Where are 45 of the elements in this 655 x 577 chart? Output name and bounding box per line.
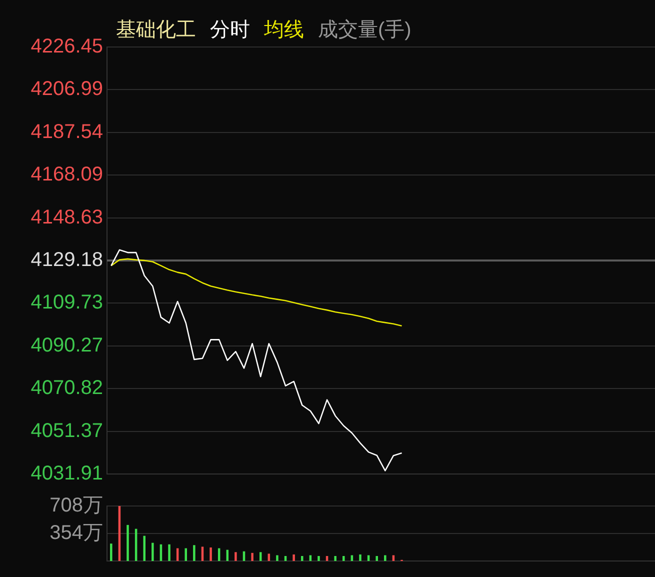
bar <box>218 548 220 561</box>
bar <box>392 555 395 561</box>
bar <box>234 552 237 561</box>
y-tick-label: 4168.09 <box>30 164 103 186</box>
bar <box>126 524 129 561</box>
text: 分时 <box>210 18 250 43</box>
y-tick-label: 4090.27 <box>30 334 103 356</box>
bar <box>300 556 304 561</box>
bar <box>268 554 270 561</box>
y-tick-label: 4206.99 <box>30 78 103 100</box>
y-tick-label: 4109.73 <box>30 292 103 314</box>
bar <box>143 536 146 561</box>
bar <box>350 555 354 561</box>
bar <box>318 556 320 561</box>
bar <box>184 548 188 561</box>
bar <box>309 555 312 561</box>
y-tick-label: 4187.54 <box>30 120 103 143</box>
y-tick-label: 4070.82 <box>30 377 103 400</box>
bar <box>292 554 295 561</box>
y-tick-label: 354万 <box>50 522 103 544</box>
bar <box>193 545 196 561</box>
y-tick-label: 4129.18 <box>30 249 103 272</box>
y-tick-label: 4226.45 <box>30 36 103 58</box>
bar <box>359 554 362 561</box>
y-tick-label: 4031.91 <box>30 462 103 485</box>
bar <box>376 556 378 561</box>
bar <box>276 555 278 561</box>
bar <box>168 544 170 561</box>
bar <box>210 547 212 561</box>
y-tick-label: 4051.37 <box>30 420 103 442</box>
bar <box>334 556 336 561</box>
text: 成交量(手) <box>318 18 412 43</box>
bar <box>251 552 254 561</box>
bar <box>110 544 112 561</box>
bar <box>384 555 386 561</box>
bar <box>367 555 370 561</box>
text: 均线 <box>264 18 304 43</box>
y-tick-label: 4148.63 <box>30 206 103 228</box>
bar <box>176 548 179 561</box>
chart-title: 基础化工 <box>116 18 196 43</box>
bar <box>259 552 262 561</box>
bar <box>201 546 204 561</box>
bar <box>152 542 154 561</box>
y-tick-label: 708万 <box>50 494 103 517</box>
bar <box>342 556 345 561</box>
